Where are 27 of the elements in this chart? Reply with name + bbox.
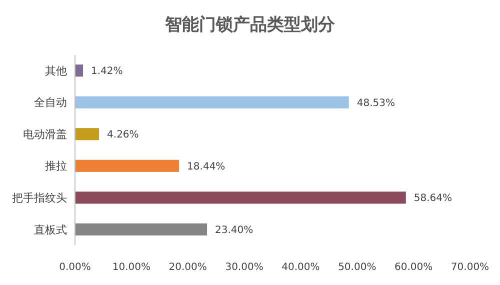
bar <box>75 128 100 140</box>
y-tick-label: 把手指纹头 <box>12 192 67 205</box>
data-label: 58.64% <box>414 193 452 204</box>
data-label: 18.44% <box>187 161 226 172</box>
y-tick-label: 电动滑盖 <box>23 128 67 141</box>
data-label: 48.53% <box>356 98 395 109</box>
bar <box>75 192 406 204</box>
x-tick-label: 50.00% <box>338 262 376 273</box>
bar <box>75 96 349 108</box>
x-tick-label: 70.00% <box>450 262 490 273</box>
bar <box>75 64 84 77</box>
x-tick-label: 60.00% <box>394 262 433 273</box>
x-tick-label: 40.00% <box>282 262 320 273</box>
x-tick-label: 20.00% <box>168 262 207 273</box>
data-label: 4.26% <box>107 130 139 141</box>
chart-title: 智能门锁产品类型划分 <box>164 15 336 35</box>
data-label: 1.42% <box>91 66 123 78</box>
x-tick-label: 10.00% <box>112 262 150 273</box>
data-label: 23.40% <box>215 224 254 236</box>
x-tick-label: 30.00% <box>225 262 264 273</box>
y-tick-label: 推拉 <box>45 160 67 173</box>
x-tick-label: 0.00% <box>59 262 91 273</box>
y-tick-label: 其他 <box>45 64 67 78</box>
bar <box>75 223 208 236</box>
bar <box>75 160 180 172</box>
y-tick-label: 全自动 <box>34 96 67 110</box>
y-tick-label: 直板式 <box>34 223 67 236</box>
